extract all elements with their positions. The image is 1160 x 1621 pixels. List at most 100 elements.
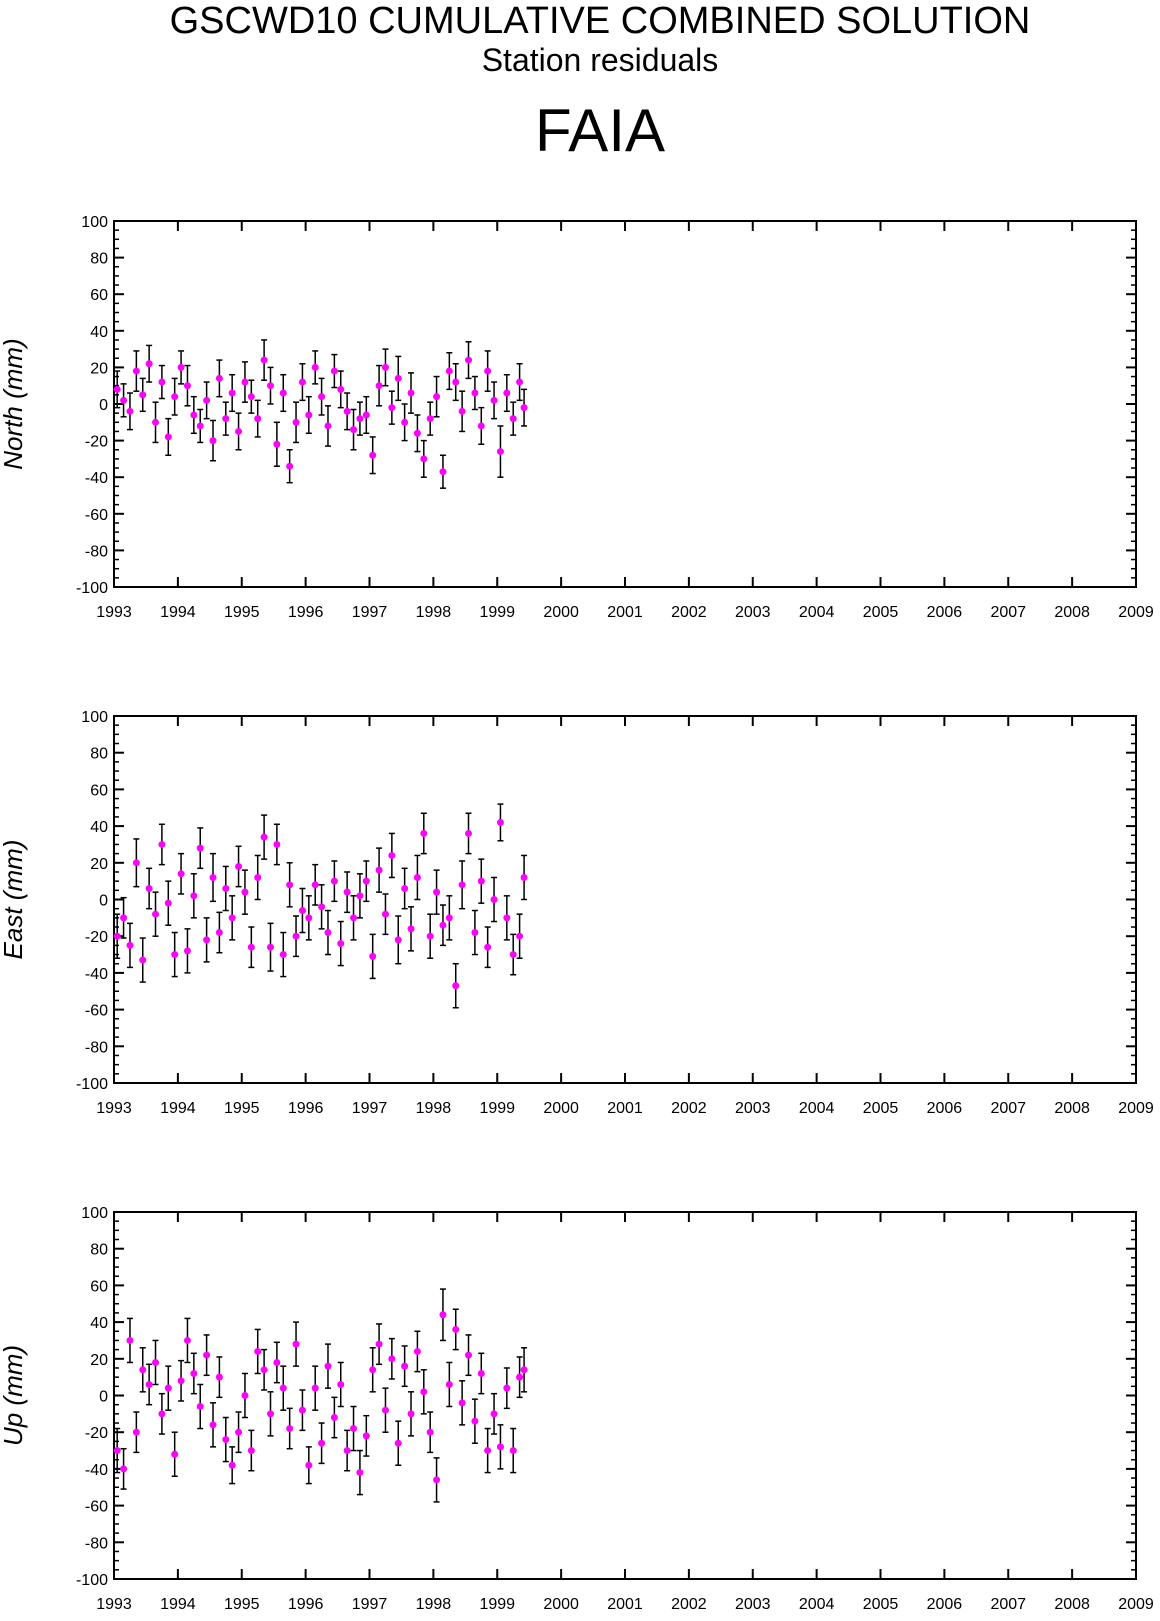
x-tick-label: 2004 <box>799 1596 835 1613</box>
y-tick-label: -100 <box>76 1076 108 1093</box>
data-point <box>305 411 313 419</box>
data-point <box>343 888 351 896</box>
data-point <box>484 1447 492 1455</box>
x-tick-label: 2007 <box>990 1596 1026 1613</box>
data-point <box>152 910 160 918</box>
data-point <box>298 907 306 915</box>
x-tick-label: 2000 <box>543 604 579 621</box>
data-point <box>235 862 243 870</box>
x-tick-label: 2004 <box>799 1100 835 1117</box>
x-tick-label: 2002 <box>671 1596 707 1613</box>
data-point <box>183 1336 191 1344</box>
data-point <box>311 1384 319 1392</box>
y-tick-label: -20 <box>85 929 108 946</box>
data-point <box>254 415 262 423</box>
data-point <box>509 415 517 423</box>
data-point <box>433 393 441 401</box>
data-point <box>203 1351 211 1359</box>
data-point <box>477 1369 485 1377</box>
data-point <box>516 1373 524 1381</box>
x-tick-label: 1993 <box>96 1100 132 1117</box>
data-point <box>490 1410 498 1418</box>
data-point <box>420 829 428 837</box>
data-point <box>196 844 204 852</box>
data-point <box>394 1439 402 1447</box>
data-point <box>445 367 453 375</box>
y-tick-label: -40 <box>85 966 108 983</box>
x-tick-label: 2009 <box>1118 1596 1154 1613</box>
data-point <box>305 1461 313 1469</box>
y-tick-label: 40 <box>90 324 108 341</box>
x-tick-label: 1993 <box>96 604 132 621</box>
data-point <box>164 899 172 907</box>
data-point <box>305 914 313 922</box>
data-point <box>324 422 332 430</box>
x-tick-label: 2009 <box>1118 604 1154 621</box>
data-point <box>292 932 300 940</box>
data-point <box>132 1428 140 1436</box>
data-point <box>452 378 460 386</box>
data-point <box>350 1425 358 1433</box>
data-point <box>350 914 358 922</box>
data-point <box>516 932 524 940</box>
data-point <box>286 1425 294 1433</box>
data-point <box>190 411 198 419</box>
data-point <box>445 914 453 922</box>
data-point <box>132 367 140 375</box>
data-point <box>152 418 160 426</box>
data-point <box>356 1469 364 1477</box>
x-tick-label: 2000 <box>543 1100 579 1117</box>
data-point <box>164 433 172 441</box>
data-point <box>503 389 511 397</box>
data-point <box>458 407 466 415</box>
data-point <box>362 411 370 419</box>
data-point <box>343 1447 351 1455</box>
y-tick-label: 60 <box>90 782 108 799</box>
data-point <box>426 415 434 423</box>
data-point <box>126 1336 134 1344</box>
x-tick-label: 2005 <box>863 604 899 621</box>
y-tick-label: 100 <box>81 1205 108 1222</box>
y-tick-label: -100 <box>76 1572 108 1589</box>
data-point <box>152 1358 160 1366</box>
data-point <box>324 929 332 937</box>
data-point <box>164 1384 172 1392</box>
y-tick-label: 80 <box>90 746 108 763</box>
data-point <box>222 1436 230 1444</box>
data-point <box>171 1450 179 1458</box>
data-point <box>520 873 528 881</box>
y-tick-label: 80 <box>90 251 108 268</box>
data-point <box>471 929 479 937</box>
data-point <box>426 932 434 940</box>
data-point <box>439 1311 447 1319</box>
data-point <box>266 382 274 390</box>
x-tick-label: 2003 <box>735 604 771 621</box>
data-point <box>407 1410 415 1418</box>
data-point <box>260 1366 268 1374</box>
data-point <box>158 378 166 386</box>
data-point <box>113 932 121 940</box>
data-point <box>388 1355 396 1363</box>
x-tick-label: 1994 <box>160 1100 196 1117</box>
x-tick-label: 2006 <box>927 1100 963 1117</box>
data-point <box>413 873 421 881</box>
y-tick-label: 0 <box>99 397 108 414</box>
data-point <box>420 1388 428 1396</box>
data-point <box>439 921 447 929</box>
y-tick-label: 100 <box>81 709 108 726</box>
plot-frame <box>113 220 1137 588</box>
data-point <box>196 1403 204 1411</box>
data-point <box>273 440 281 448</box>
data-point <box>215 374 223 382</box>
data-point <box>158 1410 166 1418</box>
data-point <box>375 866 383 874</box>
x-tick-label: 1995 <box>224 1596 260 1613</box>
data-point <box>260 356 268 364</box>
data-point <box>330 1414 338 1422</box>
data-point <box>465 1351 473 1359</box>
data-point <box>254 873 262 881</box>
data-point <box>235 427 243 435</box>
data-point <box>139 956 147 964</box>
x-tick-label: 1994 <box>160 1596 196 1613</box>
data-point <box>471 389 479 397</box>
